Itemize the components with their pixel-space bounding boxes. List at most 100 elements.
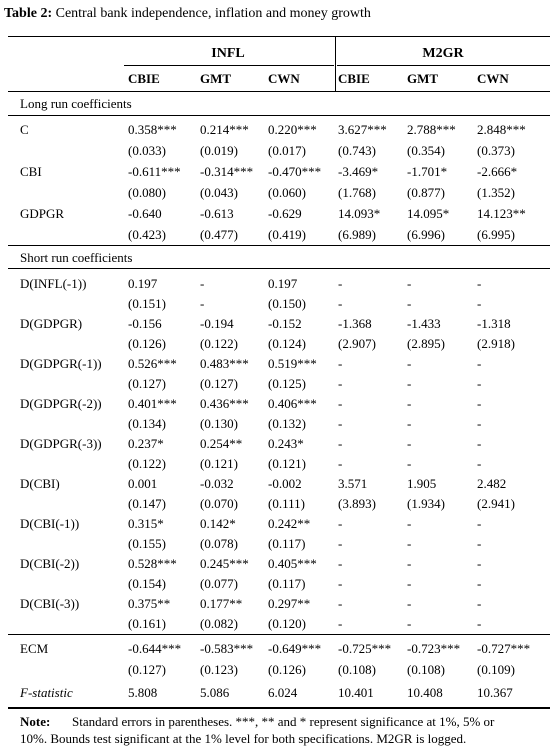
se-cell: (0.122) [200, 336, 238, 351]
coef-cell: - [338, 556, 343, 571]
se-cell: - [477, 376, 482, 391]
se-cell: - [407, 416, 412, 431]
se-cell: (0.124) [268, 336, 306, 351]
se-cell: (0.077) [200, 576, 238, 591]
row-label: D(GDPGR(-2)) [20, 396, 102, 411]
se-cell: (6.989) [338, 227, 376, 242]
se-cell: - [407, 296, 412, 311]
coef-cell: -0.156 [128, 316, 162, 331]
row-label: F-statistic [20, 685, 73, 700]
se-cell: (0.130) [200, 416, 238, 431]
coef-cell: - [477, 436, 482, 451]
note-label-text: Note: [20, 714, 51, 729]
se-cell: - [338, 416, 343, 431]
se-cell: - [477, 456, 482, 471]
coef-cell: -0.583*** [200, 641, 254, 656]
coef-cell: - [338, 436, 343, 451]
se-cell: - [477, 536, 482, 551]
coef-cell: -0.032 [200, 476, 234, 491]
coef-cell: -0.727*** [477, 641, 531, 656]
coef-cell: - [407, 436, 412, 451]
se-cell: (6.995) [477, 227, 515, 242]
row-label: D(INFL(-1)) [20, 276, 87, 291]
coef-cell: -1.701* [407, 164, 448, 179]
se-cell: (2.907) [338, 336, 376, 351]
se-cell: (0.070) [200, 496, 238, 511]
se-cell: (0.109) [477, 662, 515, 677]
se-cell: (0.108) [407, 662, 445, 677]
section-long-run: Long run coefficients [20, 96, 132, 111]
coef-cell: -0.629 [268, 206, 302, 221]
se-cell: (0.126) [128, 336, 166, 351]
se-cell: (0.155) [128, 536, 166, 551]
coef-cell: - [477, 396, 482, 411]
se-cell: (0.423) [128, 227, 166, 242]
col-header: GMT [200, 71, 232, 86]
short-run-rule [8, 268, 550, 269]
row-label: GDPGR [20, 206, 65, 221]
se-cell: (0.125) [268, 376, 306, 391]
coef-cell: 3.571 [338, 476, 368, 491]
se-cell: (0.121) [200, 456, 238, 471]
se-cell: (0.354) [407, 143, 445, 158]
coef-cell: 14.123** [477, 206, 526, 221]
coef-cell: 0.242** [268, 516, 311, 531]
coef-cell: -0.644*** [128, 641, 182, 656]
se-cell: (0.127) [128, 376, 166, 391]
se-cell: (0.060) [268, 185, 306, 200]
section-short-run: Short run coefficients [20, 250, 133, 265]
se-cell: (0.147) [128, 496, 166, 511]
row-label: C [20, 122, 29, 137]
se-cell: (0.121) [268, 456, 306, 471]
coef-cell: 0.214*** [200, 122, 249, 137]
coef-cell: - [338, 396, 343, 411]
se-cell: - [407, 616, 412, 631]
se-cell: (0.134) [128, 416, 166, 431]
se-cell: (0.019) [200, 143, 238, 158]
top-rule [8, 36, 550, 37]
se-cell: (0.120) [268, 616, 306, 631]
se-cell: - [407, 536, 412, 551]
coef-cell: - [407, 276, 412, 291]
se-cell: (0.017) [268, 143, 306, 158]
coef-cell: 0.177** [200, 596, 243, 611]
coef-cell: -0.723*** [407, 641, 461, 656]
se-cell: - [407, 576, 412, 591]
coef-cell: 0.519*** [268, 356, 317, 371]
coef-cell: - [407, 356, 412, 371]
coef-cell: - [407, 596, 412, 611]
coef-cell: 3.627*** [338, 122, 387, 137]
coef-cell: -0.152 [268, 316, 302, 331]
fstat-cell: 10.408 [407, 685, 443, 700]
mid-rule [8, 245, 550, 246]
se-cell: (0.127) [128, 662, 166, 677]
group-separator [335, 36, 336, 92]
se-cell: - [200, 296, 205, 311]
coef-cell: -0.314*** [200, 164, 254, 179]
coef-cell: 1.905 [407, 476, 437, 491]
se-cell: (0.477) [200, 227, 238, 242]
se-cell: - [407, 456, 412, 471]
se-cell: (0.108) [338, 662, 376, 677]
coef-cell: -0.725*** [338, 641, 392, 656]
coef-cell: 0.406*** [268, 396, 317, 411]
se-cell: - [338, 456, 343, 471]
coef-cell: -2.666* [477, 164, 518, 179]
se-cell: (0.122) [128, 456, 166, 471]
coef-cell: - [477, 276, 482, 291]
coef-cell: 0.001 [128, 476, 158, 491]
se-cell: (0.154) [128, 576, 166, 591]
se-cell: (2.895) [407, 336, 445, 351]
se-cell: - [338, 536, 343, 551]
se-cell: (0.150) [268, 296, 306, 311]
se-cell: (0.161) [128, 616, 166, 631]
fstat-cell: 10.401 [338, 685, 374, 700]
infl-underline [124, 65, 334, 66]
se-cell: (0.419) [268, 227, 306, 242]
col-header: CWN [268, 71, 300, 86]
coef-cell: 0.245*** [200, 556, 249, 571]
col-header: CBIE [128, 71, 160, 86]
se-cell: (0.082) [200, 616, 238, 631]
coef-cell: -0.613 [200, 206, 234, 221]
se-cell: - [338, 576, 343, 591]
